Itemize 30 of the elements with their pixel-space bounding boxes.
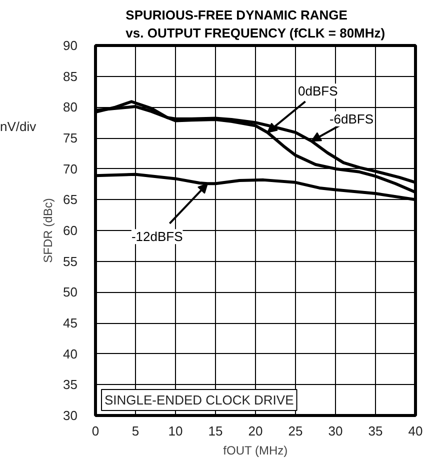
y-tick-label: 70 xyxy=(63,161,78,176)
y-tick-label: 65 xyxy=(63,192,78,208)
chart-title: SPURIOUS-FREE DYNAMIC RANGE vs. OUTPUT FREQUENCY (fCLK = 80MHz) xyxy=(126,8,386,40)
y-tick-label: 60 xyxy=(63,223,78,238)
y-tick-label: 30 xyxy=(63,408,78,423)
x-tick-label: 40 xyxy=(408,424,423,438)
x-axis-title: fOUT (MHz) xyxy=(223,444,288,458)
x-tick-label: 30 xyxy=(328,424,343,438)
x-tick-label: 15 xyxy=(208,424,223,438)
series-label: -6dBFS xyxy=(329,111,374,126)
y-tick-label: 45 xyxy=(63,316,78,330)
x-tick-label: 10 xyxy=(168,424,183,438)
text: -12dBFS xyxy=(131,229,184,244)
y-tick-label: 75 xyxy=(63,130,78,146)
annotation: SINGLE-ENDED CLOCK DRIVE xyxy=(104,392,294,408)
text: 0dBFS xyxy=(298,84,338,99)
y-tick-label: 85 xyxy=(63,68,78,84)
x-tick-label: 5 xyxy=(132,424,140,438)
y-tick-label: 90 xyxy=(63,38,78,53)
text: nV/div xyxy=(0,118,36,136)
y-tick-label: 35 xyxy=(63,377,78,392)
y-tick-label: 55 xyxy=(63,254,78,269)
y-axis-title: SFDR (dBc) xyxy=(41,198,56,263)
y-tick-label: 50 xyxy=(63,284,78,300)
y-tick-label: 40 xyxy=(63,346,78,362)
y-tick-label: 80 xyxy=(63,100,78,115)
x-tick-label: 25 xyxy=(288,424,303,438)
x-tick-label: 35 xyxy=(368,424,383,438)
x-tick-label: 20 xyxy=(248,424,263,438)
x-tick-label: 0 xyxy=(92,424,100,438)
